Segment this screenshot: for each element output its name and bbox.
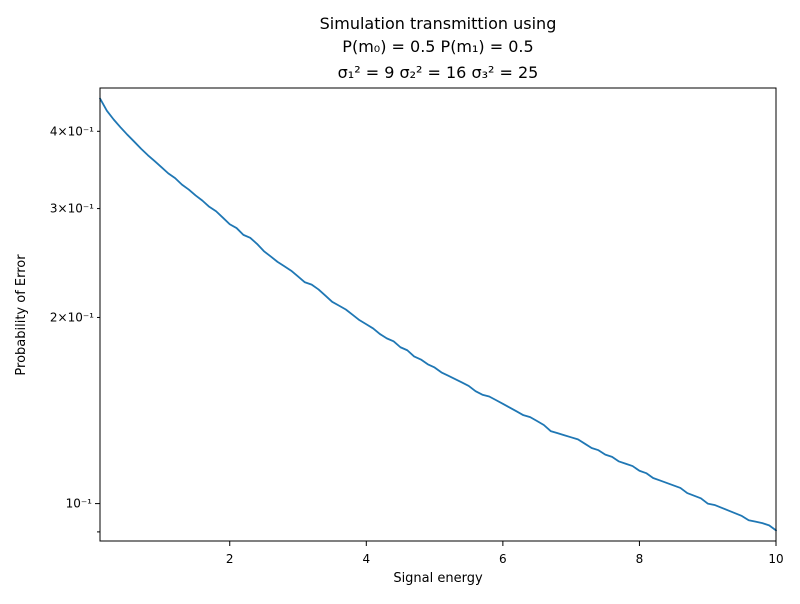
chart-title-line-3: σ₁² = 9 σ₂² = 16 σ₃² = 25 (338, 63, 539, 82)
y-minor-tick-label-1: 2×10⁻¹ (50, 310, 94, 324)
y-axis-label: Probability of Error (14, 254, 29, 376)
x-tick-label-1: 4 (362, 552, 370, 566)
x-axis-label: Signal energy (393, 571, 483, 586)
axes-layer: 2 4 6 8 10 10⁻¹ 2×10⁻¹ 3×10⁻¹ 4×10⁻¹ (50, 87, 784, 566)
x-tick-label-3: 8 (636, 552, 644, 566)
chart-title-line-1: Simulation transmittion using (320, 14, 557, 33)
chart-title-line-2: P(m₀) = 0.5 P(m₁) = 0.5 (342, 37, 533, 56)
series-layer (99, 97, 777, 532)
axes-frame (99, 87, 777, 542)
probability-of-error-line (99, 97, 777, 532)
x-tick-label-0: 2 (226, 552, 234, 566)
y-major-tick-label-0: 10⁻¹ (66, 497, 93, 511)
plot-area (100, 88, 776, 541)
y-minor-tick-label-3: 4×10⁻¹ (50, 124, 94, 138)
y-minor-tick-label-2: 3×10⁻¹ (50, 202, 94, 216)
x-tick-label-4: 10 (768, 552, 783, 566)
plot-layer (100, 88, 776, 541)
x-tick-label-2: 6 (499, 552, 507, 566)
